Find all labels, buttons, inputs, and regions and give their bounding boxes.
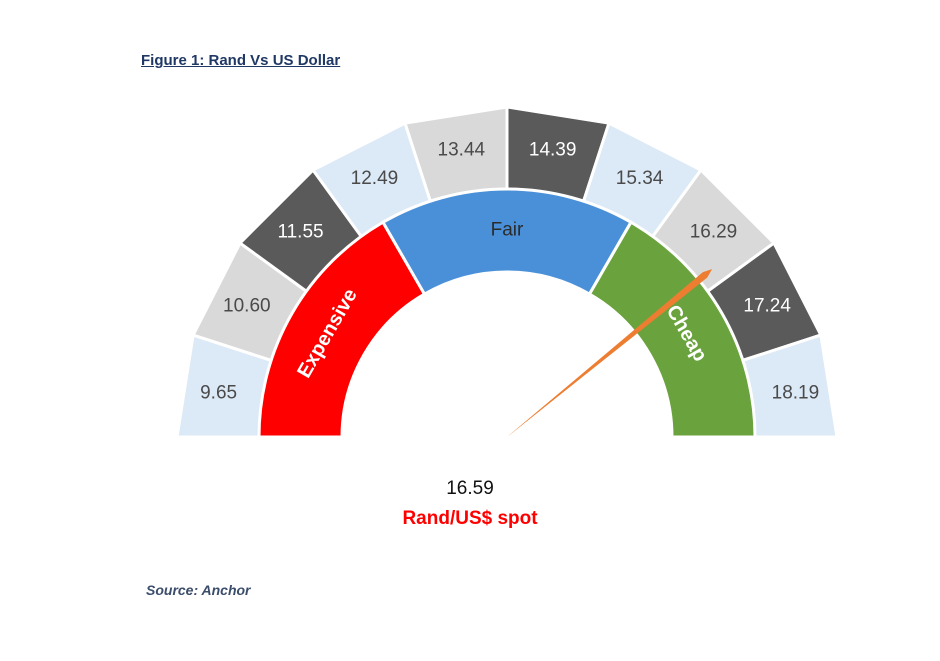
outer-tick-label: 16.29	[690, 222, 738, 243]
outer-tick-label: 9.65	[200, 382, 237, 403]
outer-tick-label: 10.60	[223, 295, 271, 316]
figure-title: Figure 1: Rand Vs US Dollar	[141, 52, 341, 69]
zone-segment	[587, 220, 757, 439]
outer-tick-ring: 9.65 10.60 11.55 12.49 13.44 14.39 15.34 16.29 1…	[175, 105, 839, 439]
needle-layer	[507, 269, 713, 437]
outer-tick-label: 11.55	[277, 222, 323, 243]
zone-label: Fair	[491, 220, 524, 241]
spot-value: 16.59	[446, 478, 494, 499]
outer-tick-label: 13.44	[438, 140, 486, 161]
outer-tick-label: 14.39	[529, 140, 577, 161]
outer-tick-label: 18.19	[772, 382, 820, 403]
outer-tick-label: 17.24	[743, 295, 791, 316]
spot-label: Rand/US$ spot	[402, 508, 538, 529]
zone-segment	[380, 187, 634, 297]
outer-tick-label: 15.34	[616, 168, 664, 189]
gauge-needle	[507, 269, 713, 437]
outer-tick-label: 12.49	[351, 168, 399, 189]
source-note: Source: Anchor	[146, 582, 251, 598]
